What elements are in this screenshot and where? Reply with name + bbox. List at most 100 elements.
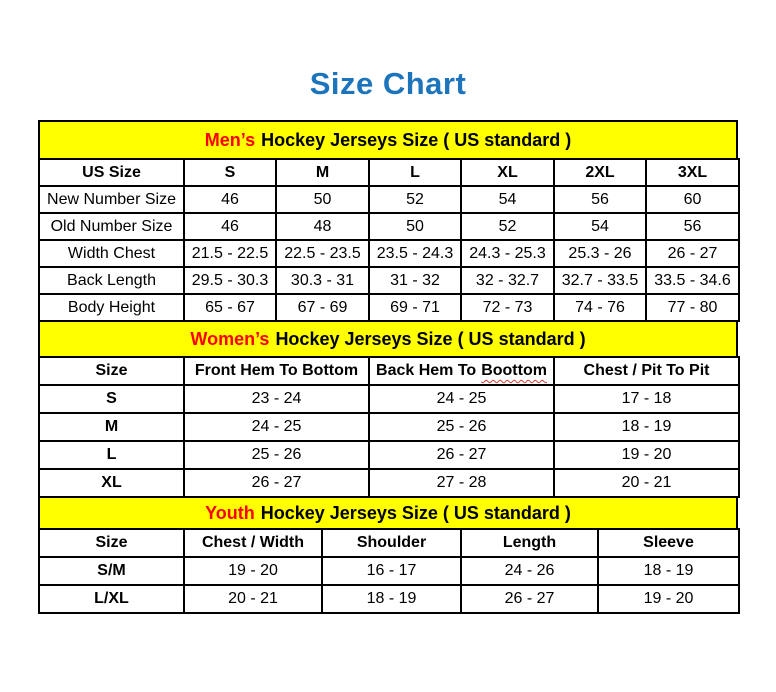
column-header: Front Hem To Bottom <box>183 356 370 386</box>
table-cell: Old Number Size <box>38 212 185 241</box>
table-cell: XL <box>38 468 185 498</box>
table-cell: 19 - 20 <box>597 584 740 614</box>
table-cell: 65 - 67 <box>183 293 277 322</box>
table-cell: Back Length <box>38 266 185 295</box>
table-cell: 74 - 76 <box>553 293 647 322</box>
table-cell: 24 - 25 <box>183 412 370 442</box>
table-cell: 24.3 - 25.3 <box>460 239 555 268</box>
column-header: Chest / Pit To Pit <box>553 356 740 386</box>
table-cell: L/XL <box>38 584 185 614</box>
womens-header-row: Size Front Hem To Bottom Back Hem To Boot… <box>38 356 740 386</box>
table-cell: 17 - 18 <box>553 384 740 414</box>
table-cell: 67 - 69 <box>275 293 370 322</box>
table-cell: M <box>38 412 185 442</box>
table-cell: 20 - 21 <box>553 468 740 498</box>
table-cell: 26 - 27 <box>183 468 370 498</box>
table-cell: 33.5 - 34.6 <box>645 266 740 295</box>
page-title: Size Chart <box>309 66 467 101</box>
column-header: 3XL <box>645 158 740 187</box>
table-cell: 20 - 21 <box>183 584 323 614</box>
table-cell: 31 - 32 <box>368 266 462 295</box>
mens-section-title-rest: Hockey Jerseys Size ( US standard ) <box>261 129 572 150</box>
table-cell: 72 - 73 <box>460 293 555 322</box>
table-cell: 25.3 - 26 <box>553 239 647 268</box>
youth-section-highlight: Youth <box>205 502 255 523</box>
table-cell: 16 - 17 <box>321 556 462 586</box>
table-cell: 26 - 27 <box>645 239 740 268</box>
table-cell: 46 <box>183 185 277 214</box>
table-row: New Number Size 46 50 52 54 56 60 <box>38 185 740 214</box>
table-cell: L <box>38 440 185 470</box>
table-cell: 48 <box>275 212 370 241</box>
table-cell: 27 - 28 <box>368 468 555 498</box>
typo-word-squiggle: Boottom <box>481 362 547 379</box>
table-row: Old Number Size 46 48 50 52 54 56 <box>38 212 740 241</box>
tables-stack: Men’s Hockey Jerseys Size ( US standard … <box>38 120 740 614</box>
mens-header-row: US Size S M L XL 2XL 3XL <box>38 158 740 187</box>
youth-section-title-rest: Hockey Jerseys Size ( US standard ) <box>260 502 571 523</box>
table-cell: 29.5 - 30.3 <box>183 266 277 295</box>
table-row: Width Chest 21.5 - 22.5 22.5 - 23.5 23.5 - … <box>38 239 740 268</box>
womens-section-header: Women’s Hockey Jerseys Size ( US standar… <box>38 320 738 358</box>
table-cell: 19 - 20 <box>553 440 740 470</box>
table-cell: 26 - 27 <box>368 440 555 470</box>
table-row: L 25 - 26 26 - 27 19 - 20 <box>38 440 740 470</box>
column-header: 2XL <box>553 158 647 187</box>
table-cell: 54 <box>553 212 647 241</box>
table-row: L/XL 20 - 21 18 - 19 26 - 27 19 - 20 <box>38 584 740 614</box>
column-header: Size <box>38 528 185 558</box>
table-row: S/M 19 - 20 16 - 17 24 - 26 18 - 19 <box>38 556 740 586</box>
typo-prefix: Back Hem To <box>376 362 477 379</box>
column-header: M <box>275 158 370 187</box>
table-cell: 46 <box>183 212 277 241</box>
youth-size-table: Size Chest / Width Shoulder Length Sleev… <box>38 528 740 614</box>
table-cell: 18 - 19 <box>597 556 740 586</box>
table-cell: 52 <box>460 212 555 241</box>
table-cell: 60 <box>645 185 740 214</box>
table-row: XL 26 - 27 27 - 28 20 - 21 <box>38 468 740 498</box>
column-header: Size <box>38 356 185 386</box>
column-header: L <box>368 158 462 187</box>
mens-size-table: US Size S M L XL 2XL 3XL New Number Size… <box>38 158 740 322</box>
table-cell: 25 - 26 <box>368 412 555 442</box>
table-cell: 23 - 24 <box>183 384 370 414</box>
table-cell: 22.5 - 23.5 <box>275 239 370 268</box>
table-cell: 52 <box>368 185 462 214</box>
table-cell: 24 - 25 <box>368 384 555 414</box>
column-header: Length <box>460 528 599 558</box>
column-header: Sleeve <box>597 528 740 558</box>
column-header: Shoulder <box>321 528 462 558</box>
table-row: S 23 - 24 24 - 25 17 - 18 <box>38 384 740 414</box>
table-cell: 18 - 19 <box>553 412 740 442</box>
womens-section-title-rest: Hockey Jerseys Size ( US standard ) <box>275 328 586 349</box>
table-cell: New Number Size <box>38 185 185 214</box>
table-cell: 69 - 71 <box>368 293 462 322</box>
table-cell: 50 <box>368 212 462 241</box>
table-cell: 26 - 27 <box>460 584 599 614</box>
table-cell: 30.3 - 31 <box>275 266 370 295</box>
table-cell: 21.5 - 22.5 <box>183 239 277 268</box>
womens-section-highlight: Women’s <box>190 328 270 349</box>
mens-section-header: Men’s Hockey Jerseys Size ( US standard … <box>38 120 738 160</box>
table-row: Body Height 65 - 67 67 - 69 69 - 71 72 - 73 7… <box>38 293 740 322</box>
table-cell: 54 <box>460 185 555 214</box>
table-cell: S <box>38 384 185 414</box>
table-cell: 25 - 26 <box>183 440 370 470</box>
column-header: Chest / Width <box>183 528 323 558</box>
table-row: M 24 - 25 25 - 26 18 - 19 <box>38 412 740 442</box>
column-header-with-typo: Back Hem To Boottom <box>368 356 555 386</box>
youth-header-row: Size Chest / Width Shoulder Length Sleev… <box>38 528 740 558</box>
table-row: Back Length 29.5 - 30.3 30.3 - 31 31 - 32 32… <box>38 266 740 295</box>
table-cell: 24 - 26 <box>460 556 599 586</box>
column-header: US Size <box>38 158 185 187</box>
table-cell: 56 <box>553 185 647 214</box>
table-cell: 56 <box>645 212 740 241</box>
youth-section-header: Youth Hockey Jerseys Size ( US standard … <box>38 496 738 530</box>
table-cell: 32.7 - 33.5 <box>553 266 647 295</box>
table-cell: 77 - 80 <box>645 293 740 322</box>
table-cell: Width Chest <box>38 239 185 268</box>
table-cell: 23.5 - 24.3 <box>368 239 462 268</box>
table-cell: 32 - 32.7 <box>460 266 555 295</box>
column-header: S <box>183 158 277 187</box>
